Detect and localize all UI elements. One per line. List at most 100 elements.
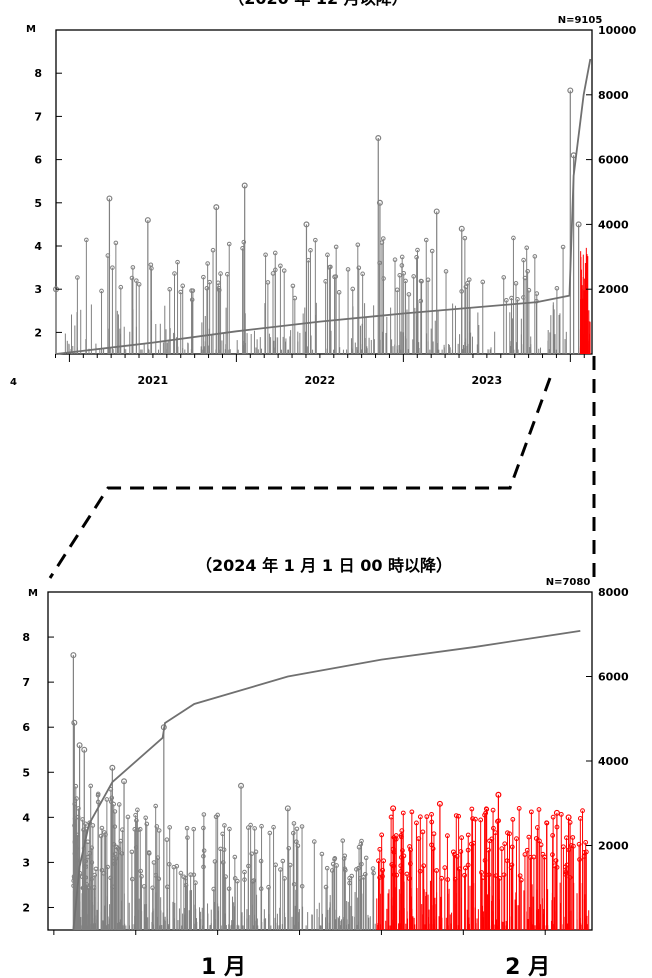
top-stem-head — [129, 275, 135, 281]
bottom-peak-head — [565, 814, 572, 821]
bottom-red-head — [509, 844, 515, 850]
bottom-red-head — [526, 834, 532, 840]
bottom-red-head — [408, 847, 413, 853]
top-left-tick-label: 8 — [34, 67, 42, 80]
top-right-tick-label: 8000 — [598, 89, 629, 102]
top-left-axis-label: M — [26, 24, 36, 35]
bottom-red-head — [416, 836, 422, 842]
top-peak-head — [106, 195, 113, 202]
bottom-gray-head — [116, 802, 122, 807]
top-x-tick-label: 2021 — [138, 374, 169, 387]
bottom-x-tick-label: 1 月 — [201, 955, 246, 978]
bottom-gray-head — [359, 861, 364, 867]
bottom-red-head — [424, 814, 430, 820]
top-stem-head — [397, 272, 403, 278]
bottom-red-head — [510, 816, 516, 822]
top-stem-head — [190, 288, 196, 293]
bottom-red-head — [469, 806, 475, 812]
top-cumulative-curve — [55, 58, 592, 355]
top-stem-head — [360, 271, 365, 277]
top-peak-head — [213, 204, 220, 211]
bottom-peak-head — [71, 719, 78, 726]
bottom-gray-head — [99, 825, 105, 831]
bottom-red-head — [465, 832, 471, 838]
top-left-tick-label: 4 — [34, 240, 42, 253]
bottom-gray-head — [95, 791, 101, 797]
top-stem-head — [313, 237, 318, 243]
top-stem-head — [392, 257, 398, 262]
top-stem-head — [265, 280, 271, 285]
bottom-red-head — [542, 854, 547, 860]
top-stem-head — [501, 275, 507, 280]
bottom-right-tick-label: 2000 — [598, 840, 629, 853]
top-stem-head — [333, 244, 339, 250]
bottom-gray-head — [150, 885, 155, 891]
top-stem-head — [515, 297, 520, 302]
bottom-red-head — [508, 865, 514, 871]
bottom-peak-head — [495, 791, 502, 798]
top-stem-head — [524, 245, 529, 251]
bottom-gray-head — [232, 854, 238, 860]
bottom-axes: 2 3 4 5 6 7 8 2000 4000 6000 8000 1 月 2 月 — [22, 586, 629, 978]
top-stem-head — [328, 264, 333, 270]
top-stem-head — [380, 236, 386, 241]
top-stem-head — [480, 279, 486, 285]
bottom-gray-head — [88, 783, 94, 789]
bottom-gray-head — [95, 799, 101, 805]
bottom-gray-head — [259, 823, 264, 829]
bottom-left-tick-label: 4 — [22, 811, 30, 824]
bottom-peak-head — [553, 809, 560, 816]
bottom-red-head — [536, 807, 542, 812]
bottom-red-head — [398, 863, 404, 869]
bottom-right-tick-label: 8000 — [598, 586, 629, 599]
top-stem-head — [532, 254, 538, 259]
bottom-gray-head — [211, 886, 216, 892]
bottom-red-head — [377, 846, 383, 852]
bottom-gray-head — [271, 824, 276, 830]
bottom-gray-head — [147, 851, 152, 856]
top-stem-head — [411, 274, 416, 279]
bottom-gray-head — [222, 823, 227, 828]
bottom-peak-head — [109, 764, 116, 771]
top-peak-head — [433, 208, 440, 215]
bottom-red-head — [491, 825, 496, 831]
bottom-gray-head — [249, 851, 254, 857]
bottom-red-head — [471, 840, 477, 846]
top-stem-head — [513, 281, 519, 286]
bottom-gray-head — [153, 803, 158, 809]
top-left-tick-label: 2 — [34, 326, 42, 339]
bottom-red-head — [404, 871, 410, 877]
bottom-left-axis-label: M — [28, 588, 38, 599]
bottom-left-tick-label: 2 — [22, 901, 30, 914]
top-stem-head — [205, 261, 210, 266]
bottom-red-head — [406, 876, 412, 881]
bottom-gray-stems — [71, 783, 376, 930]
top-stem-head — [113, 240, 119, 246]
bottom-red-head — [528, 809, 534, 815]
bottom-red-head — [562, 864, 568, 870]
bottom-left-tick-label: 7 — [22, 676, 30, 689]
top-stem-head — [308, 247, 313, 253]
bottom-left-tick-label: 8 — [22, 631, 30, 644]
bottom-gray-head — [362, 871, 368, 877]
bottom-red-head — [570, 835, 576, 840]
top-stem-head — [110, 265, 115, 270]
bottom-gray-head — [101, 871, 107, 876]
bottom-gray-head — [135, 807, 140, 813]
bottom-gray-head — [156, 828, 162, 833]
top-x-tick-label: 2022 — [305, 374, 336, 387]
bottom-red-head — [563, 869, 569, 875]
bottom-peak-head — [70, 652, 77, 659]
bottom-gray-head — [89, 860, 95, 865]
bottom-red-head — [429, 842, 434, 848]
bottom-red-head — [534, 825, 540, 830]
bottom-title: （2024 年 1 月 1 日 00 時以降） — [196, 556, 452, 575]
top-peak-head — [144, 217, 151, 224]
top-stem-head — [172, 271, 177, 276]
bottom-red-head — [502, 841, 508, 847]
top-title: （2020 年 12 月以降） — [228, 0, 408, 8]
top-marks — [52, 58, 592, 355]
top-stem-head — [336, 290, 342, 295]
bottom-peak-head — [390, 805, 397, 812]
bottom-panel: （2024 年 1 月 1 日 00 時以降） N=7080 M 2 3 4 5 6 7 8… — [22, 552, 629, 978]
